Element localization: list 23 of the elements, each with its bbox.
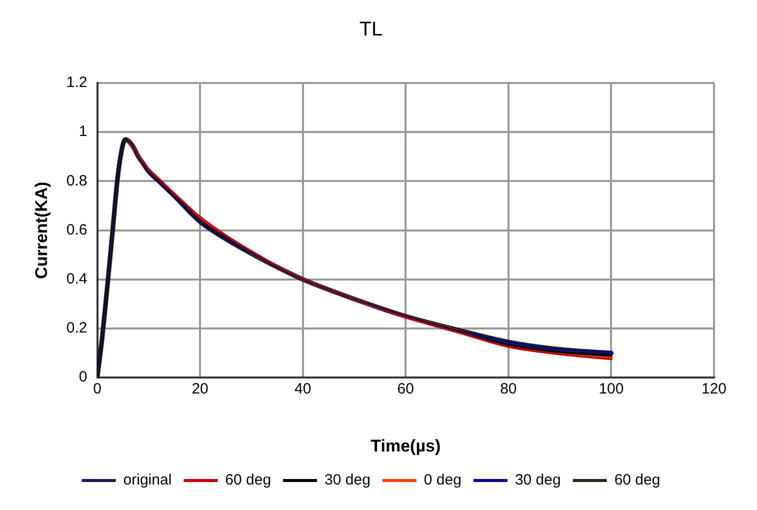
legend-label: 60 deg (225, 472, 272, 489)
y-tick-label: 0.4 (66, 270, 88, 288)
y-tick-label: 1.2 (66, 74, 88, 92)
y-tick-label: 0.8 (66, 172, 88, 190)
x-axis-title: Time(µs) (370, 436, 441, 456)
x-tick-label: 120 (701, 380, 727, 398)
y-axis-title: Current(KA) (32, 182, 51, 279)
y-tick-label: 0 (78, 368, 88, 386)
y-tick-label: 1 (78, 123, 88, 140)
legend-label: 60 deg (614, 472, 660, 489)
x-tick-label: 80 (500, 380, 517, 398)
x-tick-label: 60 (397, 380, 414, 398)
y-tick-label: 0.2 (66, 320, 88, 337)
legend-label: 30 deg (324, 472, 370, 489)
legend-label: 30 deg (514, 472, 561, 489)
y-tick-label: 0.6 (66, 221, 88, 238)
x-tick-label: 0 (93, 380, 102, 398)
x-tick-label: 100 (598, 380, 624, 398)
x-tick-label: 20 (192, 380, 208, 398)
legend-label: 0 deg (424, 472, 462, 489)
x-tick-label: 40 (294, 380, 312, 398)
chart-title: TL (359, 18, 383, 41)
legend-label: original (123, 472, 172, 489)
